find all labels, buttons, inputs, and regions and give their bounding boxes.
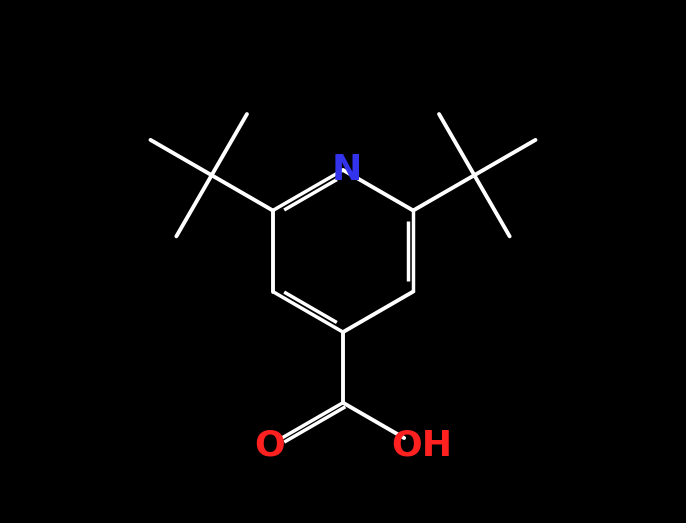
Text: OH: OH: [391, 428, 452, 462]
Text: O: O: [254, 428, 285, 462]
Text: N: N: [332, 153, 362, 187]
